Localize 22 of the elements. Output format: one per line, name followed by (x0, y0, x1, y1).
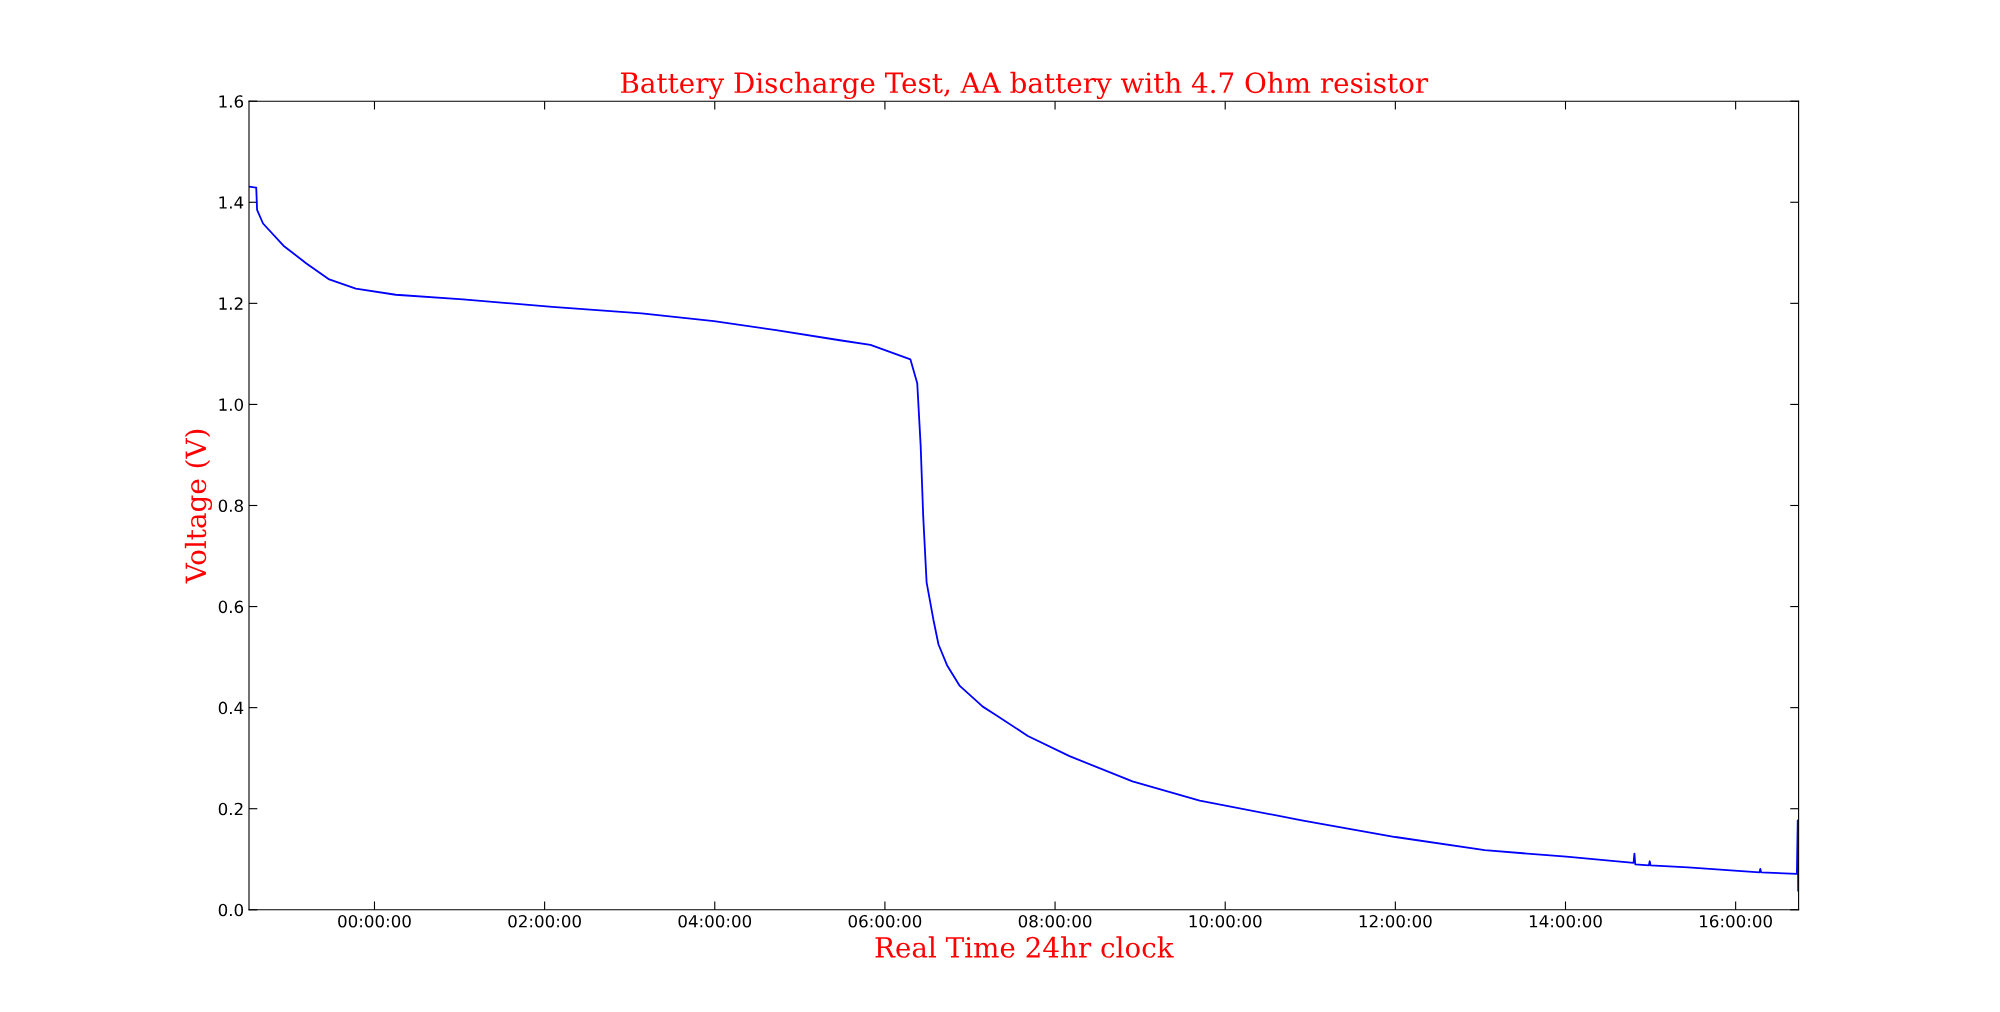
x-tick-label: 14:00:00 (1529, 914, 1602, 928)
x-axis-title: Real Time 24hr clock (875, 936, 1174, 958)
line-series (249, 185, 1799, 892)
x-tick-label: 10:00:00 (1189, 914, 1262, 928)
x-tick-label: 06:00:00 (848, 914, 922, 928)
x-tick-label: 12:00:00 (1359, 914, 1432, 928)
y-tick-label: 1.6 (219, 95, 244, 108)
y-tick-label: 0.6 (218, 600, 244, 614)
x-tick-label: 16:00:00 (1700, 914, 1772, 928)
chart-title: Battery Discharge Test, AA battery with 4.7 Ohm resistor (620, 71, 1429, 100)
x-tick-label: 00:00:00 (338, 914, 411, 928)
x-tick-label: 02:00:00 (508, 914, 581, 928)
y-tick-label: 0.0 (218, 903, 244, 917)
y-tick-label: 1.0 (219, 398, 244, 411)
y-tick-label: 0.4 (218, 701, 244, 715)
x-tick-label: 04:00:00 (678, 914, 752, 928)
y-tick-label: 0.8 (218, 499, 243, 513)
y-tick-label: 1.2 (219, 297, 243, 310)
y-axis-title: Voltage (V) (184, 429, 213, 584)
x-tick-label: 08:00:00 (1018, 914, 1092, 928)
y-tick-label: 0.2 (218, 802, 243, 816)
y-tick-label: 1.4 (219, 196, 244, 209)
